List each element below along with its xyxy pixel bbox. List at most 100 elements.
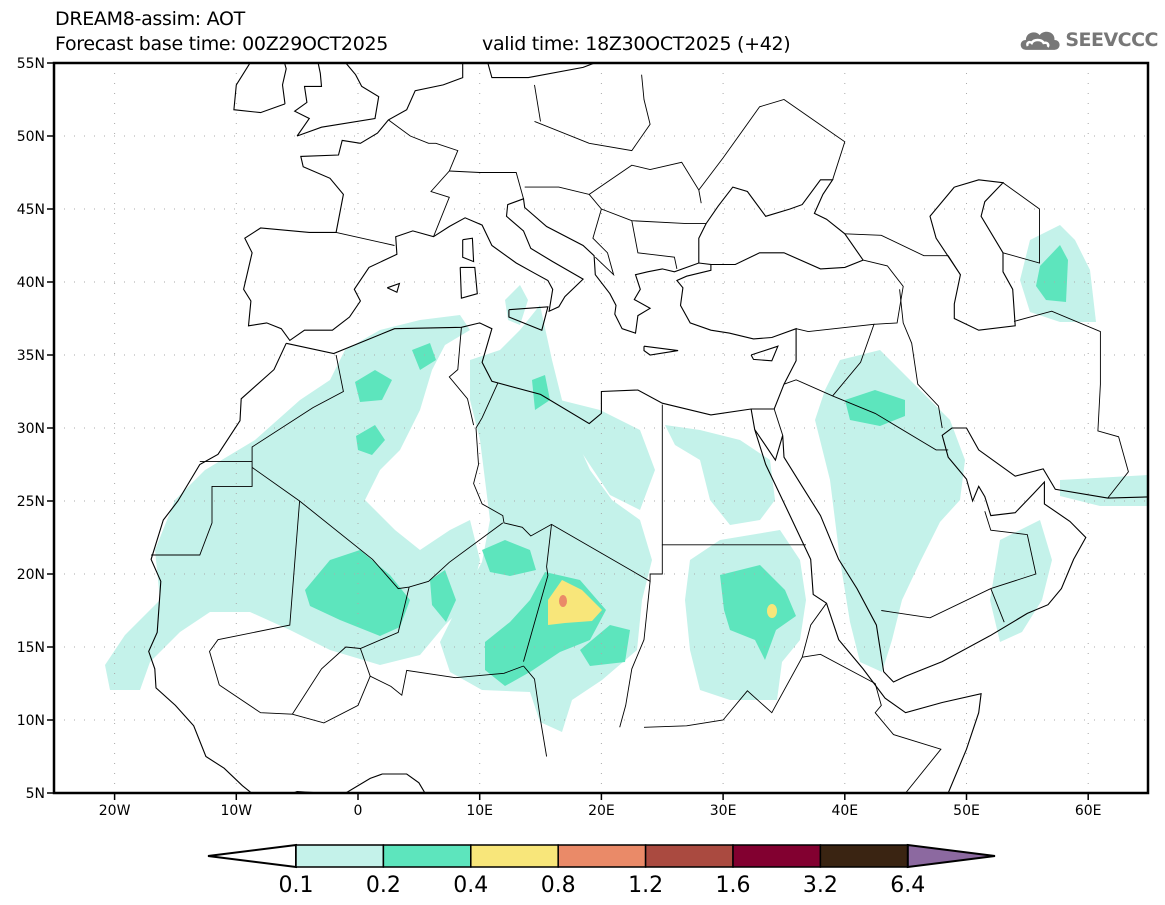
colorbar-swatch — [295, 844, 385, 868]
country-border — [592, 208, 615, 277]
aot-shading — [105, 225, 1148, 732]
aot-area-libya — [488, 385, 655, 510]
aot-area-sudan-green — [720, 565, 796, 660]
country-border — [523, 665, 548, 757]
coastline — [754, 427, 1148, 683]
colorbar-swatch — [644, 844, 734, 868]
country-border — [588, 194, 707, 225]
lon-tick-label: 20W — [99, 803, 131, 819]
colorbar-label: 6.4 — [890, 873, 925, 898]
lon-tick-label: 20E — [588, 803, 615, 819]
country-border — [359, 648, 524, 697]
country-border — [773, 408, 784, 436]
country-border — [881, 511, 1037, 619]
lat-tick-label: 35N — [17, 348, 45, 364]
country-border — [251, 467, 504, 590]
country-border — [862, 259, 904, 325]
colorbar-upper-extension — [906, 843, 996, 869]
lon-tick-label: 30E — [710, 803, 737, 819]
colorbar-label: 0.8 — [541, 873, 576, 898]
coastline — [296, 63, 380, 137]
cloud-icon — [1020, 31, 1060, 50]
aot-area-niger-2 — [482, 540, 536, 576]
colorbar-swatch — [557, 844, 647, 868]
country-border — [388, 119, 459, 237]
lon-tick-label: 0 — [354, 803, 363, 819]
aot-area-niger-1 — [430, 570, 456, 622]
aot-area-west-sahara — [105, 315, 480, 690]
coastline — [487, 63, 597, 79]
colorbar-label: 1.6 — [716, 873, 751, 898]
coastline — [508, 306, 549, 331]
aot-area-oman — [990, 520, 1052, 642]
aot-area-arabia — [815, 350, 965, 672]
map-title: DREAM8-assim: AOT — [55, 8, 245, 30]
country-border — [209, 500, 301, 686]
coastline — [386, 282, 401, 293]
country-border — [698, 99, 846, 191]
aot-area-algeria-3 — [356, 425, 385, 455]
colorbar-label: 0.1 — [279, 873, 314, 898]
axis-ticks: 20W 10W 0 10E 20E 30E 40E 50E 60E 5N 10N 15N 20N 25N 3… — [17, 56, 1102, 819]
colorbar-swatch — [732, 844, 822, 868]
country-border — [473, 382, 663, 583]
country-border — [1013, 310, 1129, 499]
aot-area-italy — [505, 285, 528, 325]
coastline — [148, 343, 426, 793]
country-border — [990, 588, 1005, 623]
country-border — [844, 233, 961, 275]
aot-0.4-0.8-area — [548, 580, 602, 625]
aot-0.1-0.2-areas — [105, 225, 1148, 732]
coastline — [462, 237, 475, 263]
lon-tick-label: 50E — [953, 803, 980, 819]
forecast-base-time: Forecast base time: 00Z29OCT2025 — [55, 33, 389, 55]
aot-area-algeria-2 — [412, 343, 436, 370]
colorbar-label: 0.4 — [453, 873, 488, 898]
colorbar-lower-extension — [207, 843, 297, 869]
lon-tick-label: 10E — [466, 803, 493, 819]
coastline — [698, 179, 864, 270]
country-border — [448, 327, 475, 426]
country-border — [619, 581, 651, 728]
valid-time: valid time: 18Z30OCT2025 (+42) — [482, 33, 791, 55]
coastline — [643, 345, 679, 356]
lat-tick-label: 15N — [17, 640, 45, 656]
aot-area-iran-coast — [1060, 475, 1148, 506]
lon-tick-label: 40E — [831, 803, 858, 819]
coastline — [293, 63, 323, 137]
country-border — [151, 467, 253, 556]
coastline — [750, 408, 982, 793]
country-border — [523, 524, 552, 662]
lat-tick-label: 5N — [26, 786, 45, 802]
aot-area-libya-green — [532, 375, 550, 410]
aot-area-egypt — [665, 425, 775, 525]
country-border — [291, 586, 410, 715]
lat-tick-label: 55N — [17, 56, 45, 72]
colorbar-label: 0.2 — [366, 873, 401, 898]
country-border — [336, 231, 395, 246]
country-border — [534, 74, 651, 152]
logo-text: SEEVCCC — [1065, 29, 1158, 51]
lon-tick-label: 60E — [1075, 803, 1102, 819]
aot-area-chad-east — [580, 625, 630, 666]
lat-tick-label: 30N — [17, 421, 45, 437]
country-border — [251, 354, 344, 468]
aot-0.8-1.2-area — [559, 595, 567, 607]
country-border — [899, 289, 943, 429]
coastline — [459, 266, 478, 299]
country-border — [534, 84, 541, 122]
colorbar-label: 3.2 — [803, 873, 838, 898]
seevccc-logo: SEEVCCC — [1018, 24, 1158, 56]
aot-area-central-sahara — [440, 305, 652, 732]
coastlines-borders — [148, 63, 1148, 793]
coastline — [750, 345, 779, 362]
lon-tick-label: 10W — [220, 803, 252, 819]
country-border — [643, 602, 827, 728]
coastline — [929, 179, 1016, 331]
country-border — [631, 220, 678, 269]
coastline — [233, 63, 287, 114]
lat-tick-label: 20N — [17, 567, 45, 583]
colorbar-swatch — [470, 844, 559, 868]
colorbar-swatch — [382, 844, 472, 868]
